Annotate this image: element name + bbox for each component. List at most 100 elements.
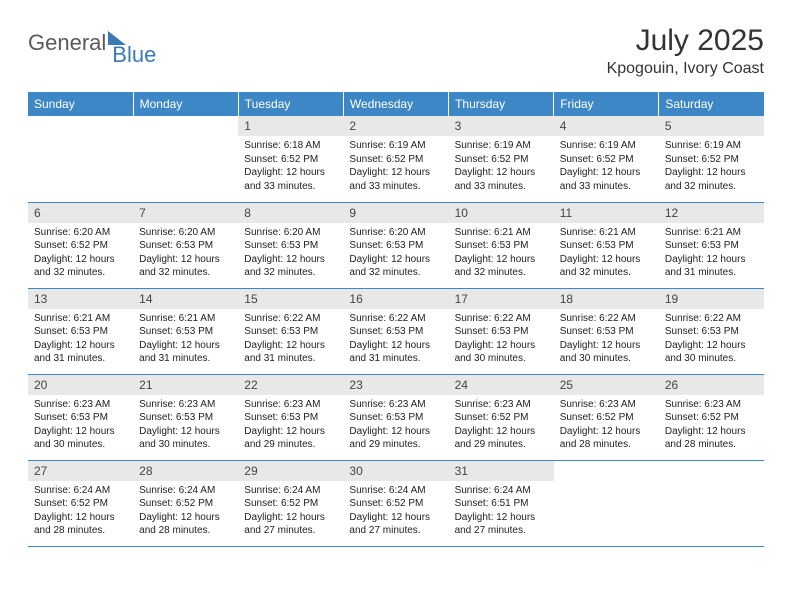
- sunrise-line: Sunrise: 6:20 AM: [349, 226, 442, 240]
- sunrise-line: Sunrise: 6:24 AM: [349, 484, 442, 498]
- day-body: Sunrise: 6:20 AMSunset: 6:52 PMDaylight:…: [28, 223, 133, 284]
- day-body: Sunrise: 6:21 AMSunset: 6:53 PMDaylight:…: [554, 223, 659, 284]
- calendar-cell: 22Sunrise: 6:23 AMSunset: 6:53 PMDayligh…: [238, 374, 343, 460]
- calendar-cell: 8Sunrise: 6:20 AMSunset: 6:53 PMDaylight…: [238, 202, 343, 288]
- calendar-cell: 10Sunrise: 6:21 AMSunset: 6:53 PMDayligh…: [449, 202, 554, 288]
- day-body: Sunrise: 6:23 AMSunset: 6:52 PMDaylight:…: [449, 395, 554, 456]
- daylight-line: Daylight: 12 hours and 30 minutes.: [665, 339, 758, 366]
- sunrise-line: Sunrise: 6:20 AM: [34, 226, 127, 240]
- day-number: 6: [28, 203, 133, 223]
- sunset-line: Sunset: 6:52 PM: [349, 497, 442, 511]
- day-body: Sunrise: 6:23 AMSunset: 6:53 PMDaylight:…: [343, 395, 448, 456]
- calendar-cell: 24Sunrise: 6:23 AMSunset: 6:52 PMDayligh…: [449, 374, 554, 460]
- day-header: Saturday: [659, 92, 764, 116]
- sunset-line: Sunset: 6:52 PM: [665, 153, 758, 167]
- sunset-line: Sunset: 6:52 PM: [349, 153, 442, 167]
- calendar-cell: 14Sunrise: 6:21 AMSunset: 6:53 PMDayligh…: [133, 288, 238, 374]
- calendar-cell: 15Sunrise: 6:22 AMSunset: 6:53 PMDayligh…: [238, 288, 343, 374]
- day-number: 29: [238, 461, 343, 481]
- sunrise-line: Sunrise: 6:23 AM: [139, 398, 232, 412]
- day-number: 22: [238, 375, 343, 395]
- title-block: July 2025 Kpogouin, Ivory Coast: [607, 24, 764, 78]
- day-body: Sunrise: 6:20 AMSunset: 6:53 PMDaylight:…: [238, 223, 343, 284]
- daylight-line: Daylight: 12 hours and 27 minutes.: [244, 511, 337, 538]
- calendar-cell: 6Sunrise: 6:20 AMSunset: 6:52 PMDaylight…: [28, 202, 133, 288]
- calendar-cell: 9Sunrise: 6:20 AMSunset: 6:53 PMDaylight…: [343, 202, 448, 288]
- sunrise-line: Sunrise: 6:22 AM: [244, 312, 337, 326]
- calendar-cell: [28, 116, 133, 202]
- daylight-line: Daylight: 12 hours and 33 minutes.: [455, 166, 548, 193]
- day-header: Friday: [554, 92, 659, 116]
- day-number: 12: [659, 203, 764, 223]
- calendar-head: SundayMondayTuesdayWednesdayThursdayFrid…: [28, 92, 764, 116]
- day-number: 11: [554, 203, 659, 223]
- calendar-cell: 19Sunrise: 6:22 AMSunset: 6:53 PMDayligh…: [659, 288, 764, 374]
- calendar-week-row: 27Sunrise: 6:24 AMSunset: 6:52 PMDayligh…: [28, 460, 764, 546]
- calendar-cell: 16Sunrise: 6:22 AMSunset: 6:53 PMDayligh…: [343, 288, 448, 374]
- daylight-line: Daylight: 12 hours and 27 minutes.: [455, 511, 548, 538]
- day-number: 3: [449, 116, 554, 136]
- calendar-cell: 1Sunrise: 6:18 AMSunset: 6:52 PMDaylight…: [238, 116, 343, 202]
- sunset-line: Sunset: 6:53 PM: [244, 411, 337, 425]
- day-body: Sunrise: 6:21 AMSunset: 6:53 PMDaylight:…: [133, 309, 238, 370]
- daylight-line: Daylight: 12 hours and 31 minutes.: [139, 339, 232, 366]
- daylight-line: Daylight: 12 hours and 28 minutes.: [34, 511, 127, 538]
- sunrise-line: Sunrise: 6:23 AM: [560, 398, 653, 412]
- day-number: 5: [659, 116, 764, 136]
- day-number: 8: [238, 203, 343, 223]
- day-number: 15: [238, 289, 343, 309]
- calendar-cell: 12Sunrise: 6:21 AMSunset: 6:53 PMDayligh…: [659, 202, 764, 288]
- day-body: Sunrise: 6:22 AMSunset: 6:53 PMDaylight:…: [554, 309, 659, 370]
- daylight-line: Daylight: 12 hours and 33 minutes.: [560, 166, 653, 193]
- day-number: 7: [133, 203, 238, 223]
- header: General Blue July 2025 Kpogouin, Ivory C…: [28, 24, 764, 78]
- day-body: Sunrise: 6:19 AMSunset: 6:52 PMDaylight:…: [343, 136, 448, 197]
- calendar-cell: 5Sunrise: 6:19 AMSunset: 6:52 PMDaylight…: [659, 116, 764, 202]
- logo-text-2: Blue: [112, 42, 156, 68]
- daylight-line: Daylight: 12 hours and 33 minutes.: [244, 166, 337, 193]
- day-header: Monday: [133, 92, 238, 116]
- sunrise-line: Sunrise: 6:19 AM: [560, 139, 653, 153]
- sunset-line: Sunset: 6:53 PM: [560, 325, 653, 339]
- day-body: Sunrise: 6:22 AMSunset: 6:53 PMDaylight:…: [659, 309, 764, 370]
- day-body: Sunrise: 6:20 AMSunset: 6:53 PMDaylight:…: [133, 223, 238, 284]
- day-header: Wednesday: [343, 92, 448, 116]
- daylight-line: Daylight: 12 hours and 30 minutes.: [139, 425, 232, 452]
- sunset-line: Sunset: 6:53 PM: [455, 325, 548, 339]
- daylight-line: Daylight: 12 hours and 27 minutes.: [349, 511, 442, 538]
- sunrise-line: Sunrise: 6:20 AM: [139, 226, 232, 240]
- sunset-line: Sunset: 6:53 PM: [139, 325, 232, 339]
- month-title: July 2025: [607, 24, 764, 58]
- location: Kpogouin, Ivory Coast: [607, 60, 764, 78]
- calendar-cell: 4Sunrise: 6:19 AMSunset: 6:52 PMDaylight…: [554, 116, 659, 202]
- daylight-line: Daylight: 12 hours and 30 minutes.: [560, 339, 653, 366]
- day-body: Sunrise: 6:23 AMSunset: 6:52 PMDaylight:…: [659, 395, 764, 456]
- calendar-cell: 7Sunrise: 6:20 AMSunset: 6:53 PMDaylight…: [133, 202, 238, 288]
- day-body: Sunrise: 6:23 AMSunset: 6:53 PMDaylight:…: [238, 395, 343, 456]
- day-body: Sunrise: 6:23 AMSunset: 6:53 PMDaylight:…: [28, 395, 133, 456]
- day-number: 14: [133, 289, 238, 309]
- day-body: Sunrise: 6:18 AMSunset: 6:52 PMDaylight:…: [238, 136, 343, 197]
- sunset-line: Sunset: 6:53 PM: [455, 239, 548, 253]
- day-header-row: SundayMondayTuesdayWednesdayThursdayFrid…: [28, 92, 764, 116]
- sunrise-line: Sunrise: 6:24 AM: [455, 484, 548, 498]
- day-body: Sunrise: 6:24 AMSunset: 6:52 PMDaylight:…: [28, 481, 133, 542]
- sunrise-line: Sunrise: 6:23 AM: [455, 398, 548, 412]
- calendar-week-row: 6Sunrise: 6:20 AMSunset: 6:52 PMDaylight…: [28, 202, 764, 288]
- day-number: 9: [343, 203, 448, 223]
- sunset-line: Sunset: 6:53 PM: [34, 325, 127, 339]
- day-number: 13: [28, 289, 133, 309]
- calendar-cell: 29Sunrise: 6:24 AMSunset: 6:52 PMDayligh…: [238, 460, 343, 546]
- day-body: Sunrise: 6:24 AMSunset: 6:52 PMDaylight:…: [133, 481, 238, 542]
- day-header: Tuesday: [238, 92, 343, 116]
- day-body: Sunrise: 6:21 AMSunset: 6:53 PMDaylight:…: [659, 223, 764, 284]
- day-number: 19: [659, 289, 764, 309]
- sunrise-line: Sunrise: 6:21 AM: [560, 226, 653, 240]
- sunset-line: Sunset: 6:52 PM: [34, 239, 127, 253]
- day-body: Sunrise: 6:20 AMSunset: 6:53 PMDaylight:…: [343, 223, 448, 284]
- daylight-line: Daylight: 12 hours and 32 minutes.: [349, 253, 442, 280]
- calendar-body: 1Sunrise: 6:18 AMSunset: 6:52 PMDaylight…: [28, 116, 764, 546]
- day-number: 16: [343, 289, 448, 309]
- sunrise-line: Sunrise: 6:19 AM: [665, 139, 758, 153]
- calendar-cell: 30Sunrise: 6:24 AMSunset: 6:52 PMDayligh…: [343, 460, 448, 546]
